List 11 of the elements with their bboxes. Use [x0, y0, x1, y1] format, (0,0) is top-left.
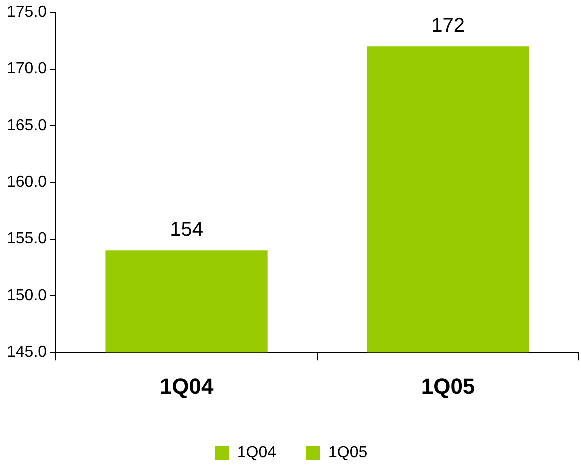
y-tick-label: 170.0 — [6, 60, 48, 78]
y-tick-label: 160.0 — [6, 174, 48, 192]
y-tick-label: 175.0 — [6, 4, 48, 22]
data-label: 172 — [432, 15, 465, 38]
data-label: 154 — [170, 219, 204, 242]
y-tick-label: 165.0 — [6, 117, 48, 134]
y-tick-label: 155.0 — [6, 230, 48, 248]
y-tick-label: 145.0 — [6, 344, 48, 362]
legend-label: 1Q04 — [237, 444, 277, 462]
y-tick-label: 150.0 — [6, 287, 48, 304]
legend-label: 1Q05 — [328, 444, 368, 462]
